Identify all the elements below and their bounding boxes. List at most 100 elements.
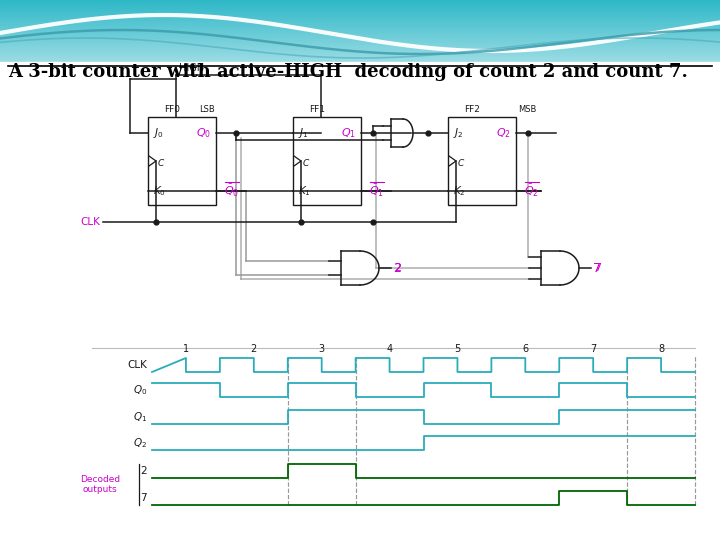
Text: MSB: MSB [518,105,536,114]
Text: C: C [158,159,164,167]
Bar [0,10,720,11]
Bar [0,11,720,12]
Bar [0,40,720,41]
Bar [0,17,720,18]
Bar [148,117,216,205]
Text: LSB: LSB [199,105,215,114]
Bar [448,117,516,205]
Bar [0,41,720,42]
Bar [0,7,720,8]
Text: HIGH: HIGH [179,63,204,73]
Bar [0,30,720,31]
Text: 7: 7 [594,263,601,273]
Bar [0,56,720,57]
Text: 7: 7 [593,261,601,274]
Text: $J_2$: $J_2$ [453,126,464,140]
Text: 7: 7 [140,493,147,503]
Bar [0,23,720,24]
Bar [0,14,720,15]
Text: FF0: FF0 [164,105,180,114]
Bar [0,31,720,32]
Text: 8: 8 [658,344,664,354]
Bar [0,27,720,28]
Bar [0,24,720,25]
Bar [0,38,720,39]
Bar [0,42,720,43]
Bar [0,63,720,64]
Bar [0,51,720,52]
Text: $Q_0$: $Q_0$ [132,383,147,397]
Bar [0,62,720,63]
Bar [0,55,720,56]
Bar [0,1,720,2]
Text: $K_1$: $K_1$ [298,184,311,198]
Bar [0,57,720,58]
Text: 2: 2 [394,263,401,273]
Text: FF1: FF1 [309,105,325,114]
Bar [0,54,720,55]
Bar [0,47,720,48]
Text: FF2: FF2 [464,105,480,114]
Text: CLK: CLK [80,217,100,227]
Bar [0,21,720,22]
Bar [0,22,720,23]
Bar [0,45,720,46]
Text: 6: 6 [522,344,528,354]
Text: $K_2$: $K_2$ [453,184,466,198]
Text: $Q_1$: $Q_1$ [133,410,147,424]
Bar [0,3,720,4]
Bar [0,28,720,29]
Text: C: C [303,159,310,167]
Bar [0,53,720,54]
Bar [0,9,720,10]
Bar [0,39,720,40]
Text: $Q_2$: $Q_2$ [496,126,511,140]
Bar [0,15,720,16]
Text: $\bar{Q}_0$: $\bar{Q}_0$ [225,183,240,199]
Bar [0,19,720,20]
Bar [0,60,720,61]
Bar [0,64,720,65]
Bar [0,16,720,17]
Text: Decoded
outputs: Decoded outputs [80,475,120,494]
Bar [0,49,720,50]
Bar [0,58,720,59]
Text: $\bar{Q}_1$: $\bar{Q}_1$ [369,183,384,199]
Text: 2: 2 [140,466,147,476]
Bar [0,26,720,27]
Bar [0,32,720,33]
Bar [0,52,720,53]
Text: $Q_1$: $Q_1$ [341,126,356,140]
Bar [293,117,361,205]
Text: 3: 3 [319,344,325,354]
Bar [0,35,720,36]
Bar [0,20,720,21]
Text: 2: 2 [251,344,257,354]
Bar [0,62,720,540]
Text: $J_1$: $J_1$ [298,126,309,140]
Text: $K_0$: $K_0$ [153,184,166,198]
Text: 1: 1 [183,344,189,354]
Bar [0,48,720,49]
Bar [0,36,720,37]
Bar [0,12,720,13]
Bar [0,50,720,51]
Bar [0,4,720,5]
Text: $Q_0$: $Q_0$ [196,126,211,140]
Bar [0,0,720,1]
Bar [0,25,720,26]
Text: CLK: CLK [127,360,147,370]
Bar [0,59,720,60]
Bar [0,29,720,30]
Bar [0,8,720,9]
Text: 5: 5 [454,344,461,354]
Text: $\bar{Q}_2$: $\bar{Q}_2$ [524,183,539,199]
Bar [0,34,720,35]
Text: 2: 2 [393,261,401,274]
Bar [0,6,720,7]
Bar [0,43,720,44]
Bar [0,61,720,62]
Text: A 3-bit counter with active-HIGH  decoding of count 2 and count 7.: A 3-bit counter with active-HIGH decodin… [8,63,688,81]
Bar [0,37,720,38]
Bar [0,18,720,19]
